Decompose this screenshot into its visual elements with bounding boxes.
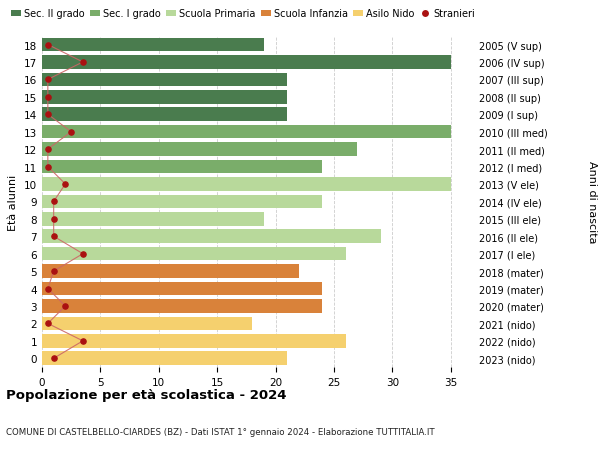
Point [43, 146, 53, 153]
Bar [42, 91, 287, 104]
Bar [42, 282, 322, 296]
Bar [42, 39, 264, 52]
Point [78, 251, 88, 258]
Y-axis label: Età alunni: Età alunni [8, 174, 19, 230]
Point [49, 268, 58, 275]
Bar [42, 195, 322, 209]
Point [67, 129, 76, 136]
Point [49, 198, 58, 206]
Bar [42, 247, 346, 261]
Point [43, 77, 53, 84]
Point [61, 181, 70, 188]
Point [43, 285, 53, 292]
Point [49, 216, 58, 223]
Bar [42, 160, 322, 174]
Text: Anni di nascita: Anni di nascita [587, 161, 597, 243]
Bar [42, 56, 451, 70]
Bar [42, 230, 380, 244]
Bar [42, 213, 264, 226]
Bar [42, 73, 287, 87]
Bar [42, 317, 252, 330]
Bar [42, 143, 357, 157]
Text: Popolazione per età scolastica - 2024: Popolazione per età scolastica - 2024 [6, 388, 287, 401]
Legend: Sec. II grado, Sec. I grado, Scuola Primaria, Scuola Infanzia, Asilo Nido, Stran: Sec. II grado, Sec. I grado, Scuola Prim… [11, 10, 475, 19]
Point [78, 337, 88, 345]
Point [43, 112, 53, 119]
Point [43, 42, 53, 49]
Text: COMUNE DI CASTELBELLO-CIARDES (BZ) - Dati ISTAT 1° gennaio 2024 - Elaborazione T: COMUNE DI CASTELBELLO-CIARDES (BZ) - Dat… [6, 427, 434, 436]
Point [78, 59, 88, 67]
Bar [42, 108, 287, 122]
Point [43, 94, 53, 101]
Point [49, 355, 58, 362]
Bar [42, 300, 322, 313]
Bar [42, 126, 451, 139]
Point [43, 163, 53, 171]
Point [43, 320, 53, 327]
Bar [42, 334, 346, 348]
Bar [42, 178, 451, 191]
Point [61, 302, 70, 310]
Point [49, 233, 58, 241]
Bar [42, 265, 299, 278]
Bar [42, 352, 287, 365]
